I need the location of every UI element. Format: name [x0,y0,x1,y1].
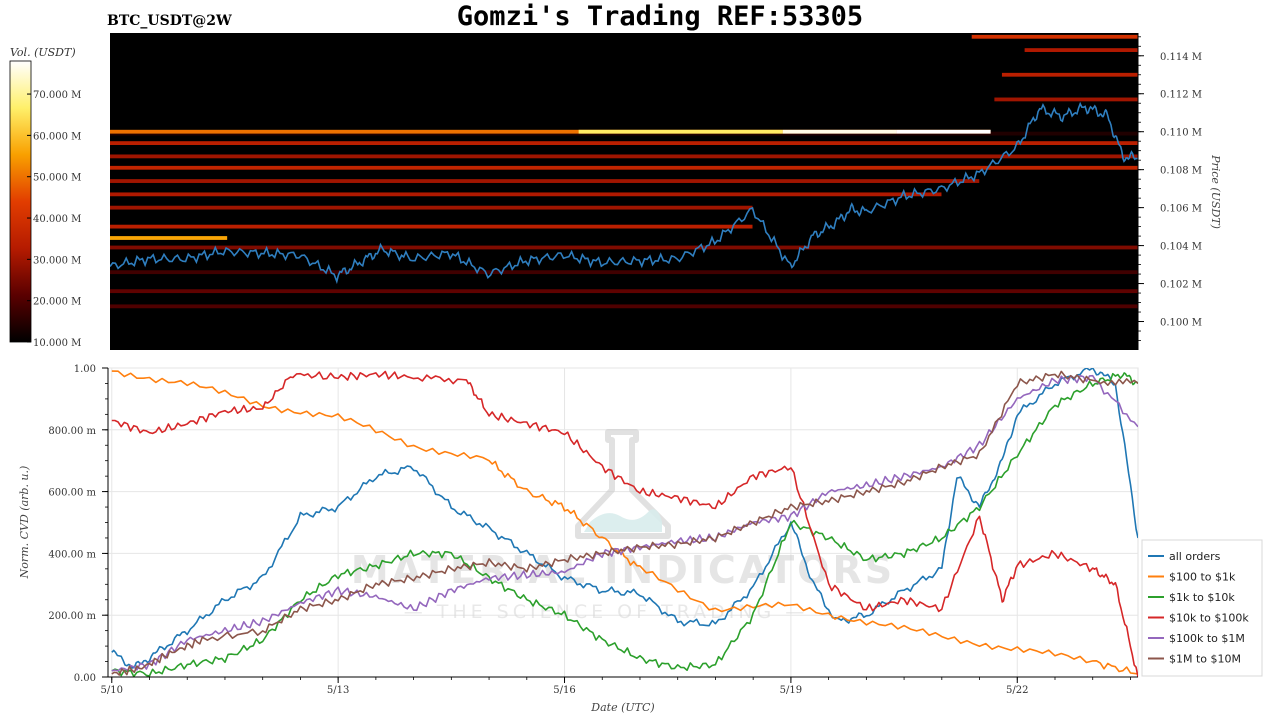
liquidity-band [994,97,1138,102]
colorbar-label: Vol. (USDT) [10,46,76,59]
legend-label: $10k to $100k [1169,612,1249,625]
liquidity-band [896,129,991,134]
cvd-tick-label: 0.00 [74,673,96,684]
legend-label: $1M to $10M [1169,653,1241,666]
cvd-series-line [111,370,1138,675]
colorbar: Vol. (USDT) 10.000 M 20.000 M 30.000 M 40.0… [9,46,81,349]
colorbar-tick-label: 70.000 M [33,90,81,101]
price-tick-label: 0.106 M [1160,204,1202,215]
price-tick-label: 0.108 M [1160,166,1202,177]
date-tick-label: 5/10 [101,685,123,696]
liquidity-band [110,192,942,197]
liquidity-band [1024,48,1138,52]
price-tick-label: 0.102 M [1160,280,1202,291]
cvd-tick-label: 600.00 m [48,488,96,499]
price-tick-label: 0.110 M [1160,128,1202,139]
cvd-panel: MATERIAL INDICATORS — THE SCIENCE OF TRA… [18,364,1139,714]
colorbar-tick-label: 50.000 M [33,173,81,184]
date-tick-label: 5/19 [780,685,802,696]
cvd-series-line [111,370,1138,676]
colorbar-tick-label: 30.000 M [33,255,81,266]
legend-label: all orders [1169,550,1221,563]
liquidity-band [782,129,897,134]
liquidity-band [110,304,1138,309]
chart-title: Gomzi's Trading REF:53305 [457,1,863,32]
legend-box [1141,539,1263,677]
colorbar-tick-label: 10.000 M [33,338,81,349]
date-tick-label: 5/22 [1006,685,1028,696]
liquidity-band [110,224,753,229]
liquidity-band [110,270,1138,275]
legend-label: $100k to $1M [1169,632,1245,645]
heatmap-panel: 0.100 M 0.102 M 0.104 M 0.106 M 0.108 M 0.110… [110,33,1222,350]
cvd-tick-label: 400.00 m [48,549,96,560]
price-line [110,101,1138,285]
price-tick-label: 0.100 M [1160,318,1202,329]
liquidity-band [110,141,1138,145]
date-tick-label: 5/13 [327,685,349,696]
liquidity-band [110,205,753,210]
price-axis-label: Price (USDT) [1209,154,1222,229]
colorbar-gradient [9,60,32,343]
legend: all orders $100 to $1k $1k to $10k $10k to … [1141,539,1263,677]
liquidity-band [110,165,1138,170]
cvd-tick-label: 1.00 [74,364,96,375]
colorbar-tick-label: 60.000 M [33,131,81,142]
heatmap-background [110,33,1138,350]
legend-label: $1k to $10k [1169,591,1235,604]
flask-icon [575,429,671,539]
liquidity-band [110,179,980,183]
liquidity-band [971,34,1138,39]
colorbar-tick-label: 40.000 M [33,214,81,225]
liquidity-band [110,129,991,134]
price-tick-label: 0.114 M [1160,52,1202,63]
cvd-axis-label: Norm. CVD (arb. u.) [18,466,31,580]
cvd-plot-area [107,367,1139,678]
liquidity-band [110,154,1138,159]
liquidity-band [110,245,1138,250]
cvd-tick-label: 200.00 m [48,611,96,622]
liquidity-band [110,289,1138,294]
price-tick-label: 0.104 M [1160,242,1202,253]
liquidity-band [1001,72,1138,77]
pair-label: BTC_USDT@2W [107,13,232,29]
colorbar-tick-label: 20.000 M [33,297,81,308]
cvd-series-line [111,372,1138,677]
cvd-series-line [111,368,1138,669]
price-tick-label: 0.112 M [1160,90,1202,101]
cvd-tick-label: 800.00 m [48,426,96,437]
watermark-subtitle: — THE SCIENCE OF TRADING — [404,601,809,623]
cvd-series-line [111,370,1138,677]
cvd-series-line [111,374,1138,672]
date-tick-label: 5/16 [553,685,575,696]
legend-label: $100 to $1k [1169,571,1236,584]
liquidity-band [110,236,228,240]
liquidity-band [578,129,783,134]
date-axis-label: Date (UTC) [590,701,654,714]
